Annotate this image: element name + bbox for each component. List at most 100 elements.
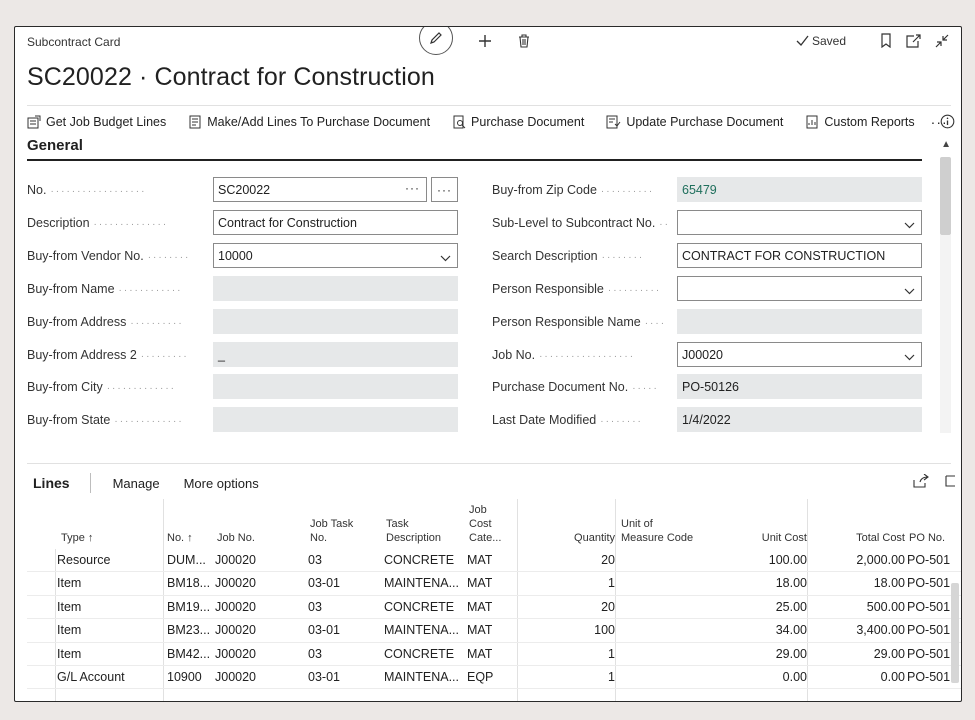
cell-task-description: MAINTENA...	[384, 623, 460, 638]
no-input[interactable]: SC20022 ···	[213, 177, 427, 202]
sub-level-select[interactable]	[677, 210, 922, 235]
share-icon[interactable]	[913, 473, 929, 493]
header-unit-of-measure[interactable]: Unit of Measure Code	[621, 517, 693, 545]
add-icon[interactable]	[477, 33, 493, 49]
cell-job-no: J00020	[215, 646, 257, 661]
header-job-cost-category[interactable]: Job Cost Cate...	[469, 503, 501, 545]
cell-total-cost: 500.00	[866, 599, 905, 614]
header-unit-cost[interactable]: Unit Cost	[761, 532, 807, 544]
chevron-down-icon	[904, 284, 915, 298]
header-job-task-no-line2: No.	[310, 532, 328, 544]
grid-scrollbar[interactable]	[951, 583, 959, 683]
no-assist-button[interactable]: ···	[431, 177, 458, 202]
scrollbar-thumb[interactable]	[940, 157, 951, 235]
buy-from-address-2-label: Buy-from Address 2	[27, 348, 137, 362]
cell-job-task-no: 03-01	[308, 669, 340, 684]
buy-from-address-2-value: _	[218, 347, 225, 362]
table-row[interactable]: Item BM18... J00020 03-01 MAINTENA... MA…	[27, 572, 961, 596]
manage-button[interactable]: Manage	[112, 475, 160, 491]
custom-reports-button[interactable]: Custom Reports	[805, 114, 915, 129]
lines-grid-header: Type ↑ No. ↑ Job No. Job Task No. Task D…	[27, 499, 961, 549]
description-label: Description	[27, 216, 90, 230]
search-description-input[interactable]: CONTRACT FOR CONSTRUCTION	[677, 243, 922, 268]
last-date-modified-label: Last Date Modified	[492, 413, 597, 427]
cell-unit-cost: 29.00	[775, 646, 807, 661]
collapse-icon[interactable]	[935, 34, 949, 48]
card-right-actions: Saved	[796, 33, 949, 48]
cell-no[interactable]: BM42...	[167, 646, 211, 661]
table-row[interactable]: Item BM19... J00020 03 CONCRETE MAT 20 2…	[27, 596, 961, 620]
cell-total-cost: 3,400.00	[856, 623, 905, 638]
card-caption: Subcontract Card	[27, 35, 121, 49]
no-label: No.	[27, 183, 47, 197]
table-row[interactable]: Item BM23... J00020 03-01 MAINTENA... MA…	[27, 619, 961, 643]
job-no-select[interactable]: J00020	[677, 342, 922, 367]
cell-job-cost-category: MAT	[467, 553, 493, 567]
no-lookup-ellipsis[interactable]: ···	[405, 181, 420, 195]
job-no-label: Job No.	[492, 348, 536, 362]
more-options-button[interactable]: More options	[183, 475, 259, 491]
table-row[interactable]: G/L Account 10900 J00020 03-01 MAINTENA.…	[27, 666, 961, 690]
field-buy-from-zip-code: Buy-from Zip Code ··········	[492, 183, 655, 197]
cell-quantity: 1	[608, 576, 615, 591]
cell-unit-cost: 100.00	[768, 553, 807, 567]
purchase-document-button[interactable]: Purchase Document	[452, 115, 584, 129]
scroll-up-arrow-icon[interactable]: ▲	[941, 139, 951, 150]
field-buy-from-address-2: Buy-from Address 2 ·········	[27, 348, 189, 362]
cell-task-description: CONCRETE	[384, 646, 455, 661]
cell-job-task-no: 03	[308, 599, 322, 614]
make-add-lines-button[interactable]: Make/Add Lines To Purchase Document	[188, 115, 430, 129]
cell-no[interactable]: 10900	[167, 669, 202, 684]
cell-no[interactable]: DUM...	[167, 553, 206, 567]
table-row[interactable]: Item BM42... J00020 03 CONCRETE MAT 1 29…	[27, 643, 961, 666]
field-no: No. ··················	[27, 183, 147, 197]
header-job-no[interactable]: Job No.	[217, 532, 255, 544]
header-task-description-line1: Task	[386, 518, 409, 530]
header-po-no[interactable]: PO No.	[909, 532, 946, 544]
cell-job-task-no: 03-01	[308, 623, 340, 638]
header-no[interactable]: No. ↑	[167, 532, 193, 544]
cell-unit-cost: 18.00	[775, 576, 807, 591]
field-buy-from-city: Buy-from City ·············	[27, 380, 176, 394]
header-quantity[interactable]: Quantity	[574, 532, 615, 544]
cell-quantity: 20	[601, 553, 615, 567]
buy-from-vendor-no-label: Buy-from Vendor No.	[27, 249, 144, 263]
header-type[interactable]: Type ↑	[61, 532, 94, 544]
edit-icon[interactable]	[419, 27, 453, 55]
scrollbar-track[interactable]	[940, 235, 951, 433]
field-buy-from-address: Buy-from Address ··········	[27, 315, 184, 329]
cell-no[interactable]: BM23...	[167, 623, 211, 638]
table-row[interactable]: Resource DUM... J00020 03 CONCRETE MAT 2…	[27, 549, 961, 573]
general-section-header[interactable]: General	[27, 137, 922, 161]
info-icon[interactable]	[940, 114, 955, 132]
header-total-cost[interactable]: Total Cost	[856, 532, 905, 544]
cell-po-no: PO-501	[907, 576, 951, 591]
card-topbar: Subcontract Card Saved	[15, 27, 961, 57]
description-input[interactable]: Contract for Construction	[213, 210, 458, 235]
get-job-budget-lines-button[interactable]: Get Job Budget Lines	[27, 115, 166, 129]
buy-from-zip-code-value: 65479	[682, 182, 717, 197]
column-divider	[163, 499, 164, 701]
buy-from-vendor-no-select[interactable]: 10000	[213, 243, 458, 268]
header-job-task-no[interactable]: Job Task No.	[310, 517, 353, 545]
bookmark-icon[interactable]	[880, 33, 892, 48]
header-task-description[interactable]: Task Description	[386, 517, 441, 545]
buy-from-zip-code-label: Buy-from Zip Code	[492, 183, 597, 197]
cell-no[interactable]: BM18...	[167, 576, 211, 591]
custom-reports-label: Custom Reports	[824, 114, 915, 129]
header-job-task-no-line1: Job Task	[310, 518, 354, 530]
report-icon	[806, 115, 818, 128]
update-purchase-document-button[interactable]: Update Purchase Document	[606, 115, 783, 129]
person-responsible-select[interactable]	[677, 276, 922, 301]
field-buy-from-vendor-no: Buy-from Vendor No. ········	[27, 249, 191, 263]
person-responsible-label: Person Responsible	[492, 282, 604, 296]
open-new-window-icon[interactable]	[906, 33, 921, 48]
lines-divider	[27, 463, 951, 464]
header-uom-line1: Unit of	[621, 518, 653, 530]
cell-no[interactable]: BM19...	[167, 599, 211, 614]
expand-icon[interactable]	[945, 474, 955, 493]
cell-job-cost-category: MAT	[467, 623, 493, 638]
delete-icon[interactable]	[517, 33, 531, 49]
cell-po-no: PO-501	[907, 623, 951, 638]
document-search-icon	[453, 115, 466, 128]
